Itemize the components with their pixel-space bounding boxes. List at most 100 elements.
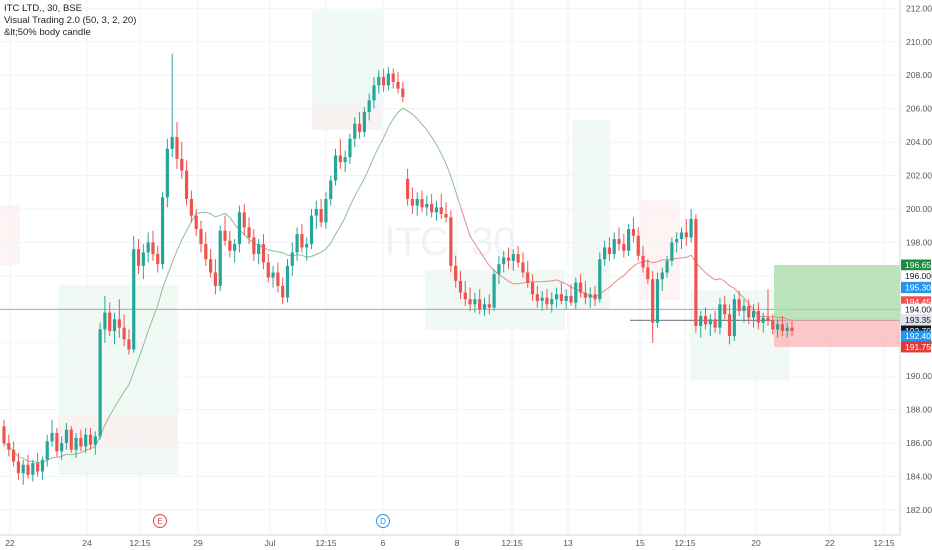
y-tick-label: 184.00 [906,471,932,481]
candle-body [98,329,102,437]
event-marker-icon[interactable] [376,514,390,528]
candle-body [237,212,242,245]
y-tick-label: 204.00 [906,137,932,147]
candle-body [26,464,30,475]
x-tick-label: 6 [381,538,386,548]
candle-body [780,324,784,332]
candle-body [189,198,193,216]
candle-body [790,327,794,332]
candle-body [55,433,59,452]
x-tick-label: 8 [455,538,460,548]
background-zone [58,415,178,450]
candle-body [718,304,722,328]
price-label: 196.65 [905,260,931,270]
candle-body [545,297,549,305]
candle-body [434,207,439,213]
candle-body [449,217,453,266]
candle-body [627,229,631,251]
candle-body [213,272,218,286]
candle-body [93,436,97,445]
candle-body [170,137,174,149]
candle-body [31,463,35,475]
candle-body [410,198,415,206]
candle-body [50,433,54,442]
price-label: 196.00 [905,271,931,281]
candle-body [703,315,708,325]
moving-average-line [460,206,793,321]
candle-body [511,254,515,261]
candle-body [74,438,78,450]
candle-body [482,304,487,310]
candle-body [766,317,770,321]
event-marker-icon[interactable] [153,514,167,528]
price-label: 195.30 [905,283,931,293]
background-zone [572,120,610,310]
candle-body [540,297,544,301]
candle-body [108,312,112,332]
price-label: 191.75 [905,342,931,352]
x-tick-label: 22 [5,538,15,548]
candle-body [612,239,616,255]
candle-body [684,232,688,238]
candle-body [420,198,424,208]
candle-body [21,464,25,474]
y-tick-label: 212.00 [906,3,932,13]
price-label-box [901,330,931,342]
candle-body [146,242,150,253]
candle-body [578,282,583,293]
candle-body [756,310,760,323]
candle-body [372,85,376,101]
price-label-box [901,259,931,271]
candle-body [199,229,203,245]
candle-body [631,229,636,236]
candle-body [454,265,458,281]
candle-body [257,244,261,255]
price-label-box [900,270,932,282]
candle-body [487,304,491,308]
candle-body [574,282,578,303]
candle-body [651,279,655,323]
y-tick-label: 210.00 [906,37,932,47]
x-tick-label: 12:15 [873,538,895,548]
price-label-box [901,296,931,308]
candle-body [88,434,93,445]
price-label-box [901,341,931,353]
candle-body [406,178,410,199]
candle-body [209,259,213,273]
candle-body [276,272,280,286]
candle-body [381,76,386,86]
candle-body [324,198,328,223]
candle-body [64,429,69,444]
x-tick-label: 29 [193,538,203,548]
candle-body [338,155,342,163]
candle-body [521,262,525,273]
candle-body [665,260,669,273]
candle-body [699,315,703,327]
candle-body [117,319,121,328]
x-tick-label: 22 [825,538,835,548]
candle-body [598,259,602,300]
candle-body [727,314,732,337]
candle-body [713,319,717,328]
y-tick-label: 182.00 [906,505,932,515]
candle-body [559,294,563,301]
candle-body [430,203,434,213]
candle-body [785,327,789,332]
candle-body [271,272,275,278]
candle-body [670,242,674,261]
candle-body [343,157,347,163]
x-tick-label: 20 [751,538,761,548]
candle-body [357,123,362,133]
price-label: 192.40 [905,331,931,341]
y-tick-label: 202.00 [906,171,932,181]
candle-body [569,295,573,303]
candle-body [554,294,559,300]
candle-body [473,299,477,305]
candle-body [40,459,45,472]
candle-body [492,274,496,308]
candle-body [329,180,333,199]
candle-body [425,203,429,208]
moving-average-line [3,107,461,464]
background-zone [640,200,680,300]
